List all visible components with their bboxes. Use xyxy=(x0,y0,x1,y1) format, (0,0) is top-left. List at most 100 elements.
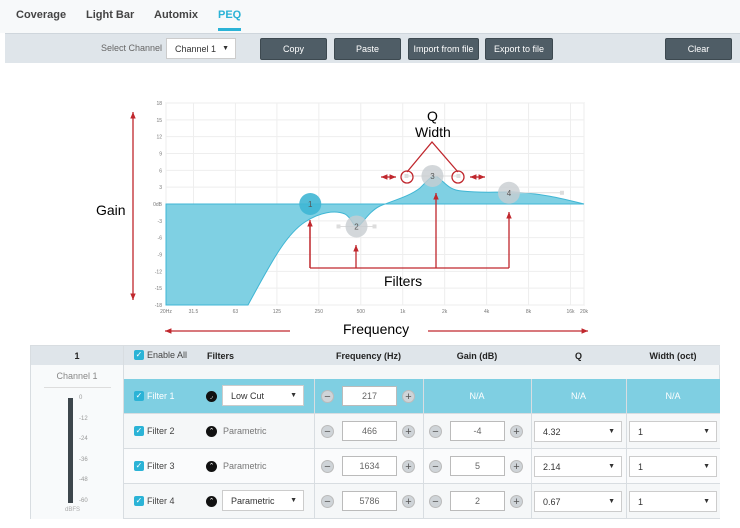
y-tick-label: -6 xyxy=(158,236,163,242)
tab-coverage[interactable]: Coverage xyxy=(16,9,67,21)
y-tick-label: 18 xyxy=(156,101,162,107)
y-tick-label: 15 xyxy=(156,118,162,124)
filter-marker-2[interactable] xyxy=(345,215,368,238)
gain-increment-button[interactable]: + xyxy=(510,425,523,438)
level-meter xyxy=(68,398,73,503)
gain-input[interactable]: -4 xyxy=(450,421,505,441)
gain-increment-button[interactable]: + xyxy=(510,460,523,473)
channel-select[interactable]: Channel 1 ▼ xyxy=(166,38,236,59)
frequency-input[interactable]: 217 xyxy=(342,386,397,406)
arrowhead xyxy=(130,112,136,119)
y-tick-label: 6 xyxy=(159,168,162,174)
q-select[interactable]: 2.14 ▼ xyxy=(534,456,622,477)
q-handle[interactable] xyxy=(559,190,564,195)
width-select[interactable]: 1 ▼ xyxy=(629,456,717,477)
q-handle[interactable] xyxy=(456,173,461,178)
filter-marker-3[interactable] xyxy=(421,164,444,187)
filter-enable-checkbox[interactable]: ✓ xyxy=(134,391,144,401)
gain-header: Gain (dB) xyxy=(456,351,498,361)
frequency-decrement-button[interactable]: − xyxy=(321,460,334,473)
tab-light-bar[interactable]: Light Bar xyxy=(86,9,135,21)
table-header xyxy=(31,346,720,365)
filter-type-value: Parametric xyxy=(231,495,275,506)
width-header: Width (oct) xyxy=(649,351,697,361)
y-tick-label: 9 xyxy=(159,152,162,158)
channel-value: Channel 1 xyxy=(175,43,217,54)
gain-decrement-button[interactable]: − xyxy=(429,460,442,473)
width-value: 1 xyxy=(638,461,644,472)
clear-button[interactable]: Clear xyxy=(665,38,732,60)
gain-input[interactable]: 2 xyxy=(450,491,505,511)
arrowhead xyxy=(433,193,439,200)
frequency-decrement-button[interactable]: − xyxy=(321,390,334,403)
frequency-increment-button[interactable]: + xyxy=(402,460,415,473)
filter-enable-checkbox[interactable]: ✓ xyxy=(134,496,144,506)
filter-enable-checkbox[interactable]: ✓ xyxy=(134,461,144,471)
table-row[interactable]: ✓ Filter 2 ⌃ Parametric − 466 + − -4 + 4.… xyxy=(124,414,720,449)
q-select[interactable]: 4.32 ▼ xyxy=(534,421,622,442)
q-value: 2.14 xyxy=(543,461,561,472)
table-row[interactable]: ✓ Filter 4 ⌃ Parametric ▼ − 5786 + − 2 + 0… xyxy=(124,484,720,519)
frequency-decrement-button[interactable]: − xyxy=(321,425,334,438)
x-tick-label: 250 xyxy=(315,309,324,315)
channel-panel: Channel 1 0 -12 -24 -36 -48 -60 dBFS xyxy=(31,365,123,519)
import-button[interactable]: Import from file xyxy=(408,38,479,60)
frequency-increment-button[interactable]: + xyxy=(402,390,415,403)
gain-decrement-button[interactable]: − xyxy=(429,495,442,508)
frequency-input[interactable]: 5786 xyxy=(342,491,397,511)
frequency-increment-button[interactable]: + xyxy=(402,495,415,508)
width-select[interactable]: 1 ▼ xyxy=(629,491,717,512)
gain-annotation: Gain xyxy=(96,202,126,218)
chevron-down-icon: ▼ xyxy=(222,45,229,52)
arrowhead xyxy=(389,174,396,180)
gain-value: N/A xyxy=(469,391,485,401)
width-select[interactable]: 1 ▼ xyxy=(629,421,717,442)
x-tick-label: 125 xyxy=(273,309,282,315)
tab-automix[interactable]: Automix xyxy=(154,9,198,21)
tab-peq[interactable]: PEQ xyxy=(218,9,242,31)
gain-input[interactable]: 5 xyxy=(450,456,505,476)
q-handle[interactable] xyxy=(372,224,377,229)
x-tick-label: 8k xyxy=(526,309,532,315)
frequency-increment-button[interactable]: + xyxy=(402,425,415,438)
gain-increment-button[interactable]: + xyxy=(510,495,523,508)
q-handle[interactable] xyxy=(336,224,341,229)
x-tick-label: 20k xyxy=(580,309,589,315)
enable-all-checkbox[interactable]: ✓ xyxy=(134,350,144,360)
chevron-down-icon: ▼ xyxy=(703,428,710,435)
filter-name: Filter 3 xyxy=(147,461,175,471)
gain-decrement-button[interactable]: − xyxy=(429,425,442,438)
filter-marker-1[interactable] xyxy=(299,193,322,215)
filter-type-select[interactable]: Parametric ▼ xyxy=(222,490,304,511)
chevron-down-icon: ▼ xyxy=(608,498,615,505)
frequency-decrement-button[interactable]: − xyxy=(321,495,334,508)
q-header: Q xyxy=(574,351,582,361)
x-tick-label: 2k xyxy=(442,309,448,315)
export-button[interactable]: Export to file xyxy=(485,38,553,60)
channel-name: Channel 1 xyxy=(56,371,98,381)
width-value: 1 xyxy=(638,426,644,437)
frequency-input[interactable]: 1634 xyxy=(342,456,397,476)
filter-name: Filter 2 xyxy=(147,426,175,436)
arrowhead xyxy=(506,212,512,219)
paste-button[interactable]: Paste xyxy=(334,38,401,60)
filter-type-select[interactable]: Low Cut ▼ xyxy=(222,385,304,406)
meter-tick: -12 xyxy=(79,415,88,422)
frequency-input[interactable]: 466 xyxy=(342,421,397,441)
filter-marker-4[interactable] xyxy=(497,181,520,204)
q-select[interactable]: 0.67 ▼ xyxy=(534,491,622,512)
meter-unit: dBFS xyxy=(65,507,81,513)
filter-type-label: Parametric xyxy=(223,426,267,436)
table-row[interactable]: ✓ Filter 1 ◞ Low Cut ▼ − 217 + N/A N/A N/A xyxy=(124,379,720,414)
q-handle[interactable] xyxy=(404,173,409,178)
copy-button[interactable]: Copy xyxy=(260,38,327,60)
arrowhead xyxy=(130,293,136,300)
filter-enable-checkbox[interactable]: ✓ xyxy=(134,426,144,436)
tab-bar: Coverage Light Bar Automix PEQ xyxy=(0,0,740,33)
table-row[interactable]: ✓ Filter 3 ⌃ Parametric − 1634 + − 5 + 2.… xyxy=(124,449,720,484)
q-value: 4.32 xyxy=(543,426,561,437)
x-tick-label: 4k xyxy=(484,309,490,315)
y-tick-label: 12 xyxy=(156,135,162,141)
arrowhead xyxy=(470,174,477,180)
